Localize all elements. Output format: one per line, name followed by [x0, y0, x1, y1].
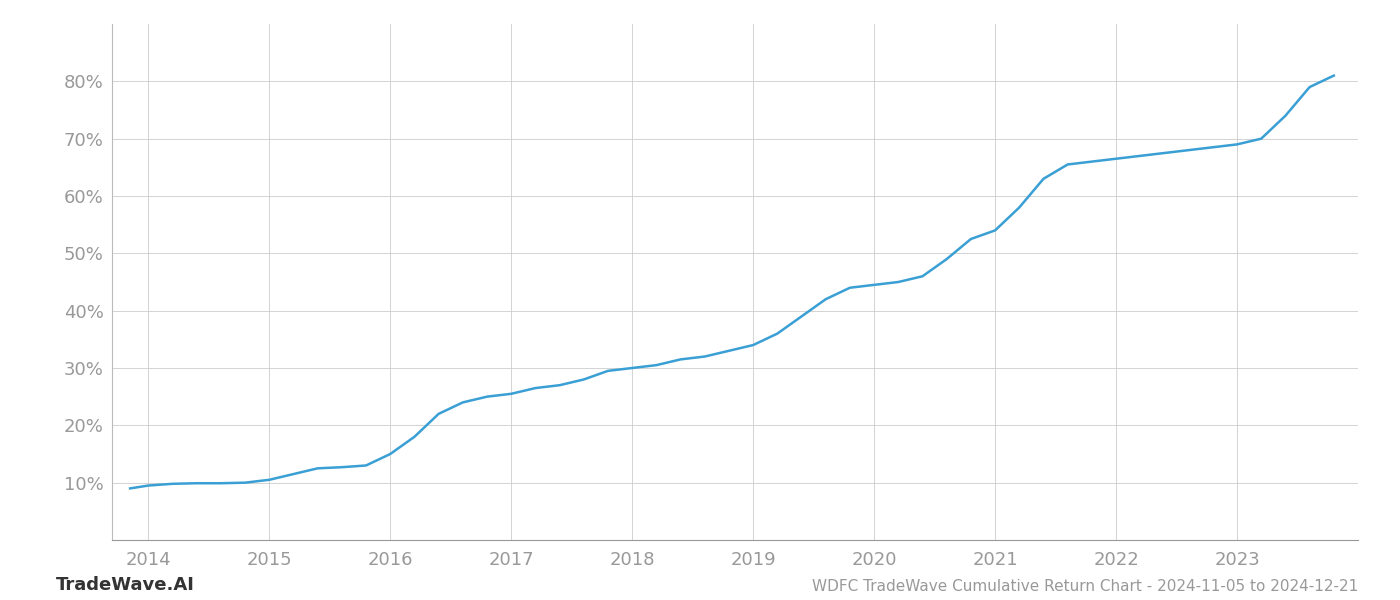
Text: WDFC TradeWave Cumulative Return Chart - 2024-11-05 to 2024-12-21: WDFC TradeWave Cumulative Return Chart -… [812, 579, 1358, 594]
Text: TradeWave.AI: TradeWave.AI [56, 576, 195, 594]
